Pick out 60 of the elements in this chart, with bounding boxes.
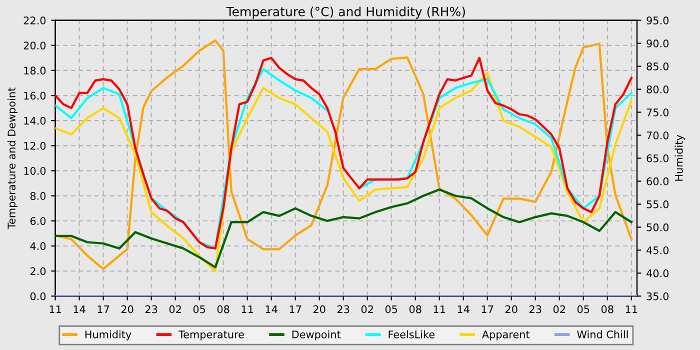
x-tick-label: 20 [121, 305, 134, 314]
x-tick-label: 05 [577, 305, 590, 314]
y2-tick-label: 55.0 [646, 200, 669, 208]
line-series [55, 188, 633, 268]
y2-tick-label: 35.0 [646, 292, 669, 300]
x-tick-label: 14 [458, 305, 470, 314]
y-tick-label: 22.0 [24, 16, 46, 24]
legend-label: Apparent [482, 330, 530, 340]
y-tick-label: 18.0 [24, 66, 46, 75]
y-tick-label: 16.0 [24, 92, 46, 100]
y2-tick-label: 80.0 [646, 85, 669, 94]
y-axis-title: Temperature and Dewpoint [7, 88, 18, 230]
legend-label: Humidity [85, 330, 132, 340]
chart-title: Temperature (°C) and Humidity (RH%) [226, 6, 465, 19]
x-tick-label: 02 [361, 305, 373, 314]
y2-tick-label: 70.0 [646, 131, 669, 140]
x-tick-label: 08 [601, 305, 614, 314]
x-tick-label: 11 [626, 305, 638, 314]
x-tick-label: 23 [145, 305, 158, 314]
y2-tick-label: 85.0 [646, 62, 669, 70]
y2-tick-label: 95.0 [646, 16, 669, 24]
y-tick-label: 12.0 [24, 142, 46, 150]
y-tick-label: 6.0 [30, 217, 46, 225]
x-tick-label: 02 [553, 305, 565, 314]
legend-label: Dewpoint [292, 330, 341, 340]
y2-tick-label: 75.0 [646, 108, 669, 116]
y-tick-label: 8.0 [30, 192, 46, 200]
x-tick-label: 20 [313, 305, 326, 314]
y2-tick-label: 40.0 [646, 269, 669, 278]
y2-tick-label: 90.0 [646, 40, 669, 48]
x-tick-label: 17 [98, 305, 110, 314]
x-tick-label: 23 [337, 305, 350, 314]
y-tick-label: 2.0 [30, 267, 46, 276]
x-tick-label: 08 [217, 305, 230, 314]
x-tick-label: 14 [266, 305, 278, 314]
y2-tick-label: 60.0 [646, 177, 669, 186]
y2-tick-label: 65.0 [646, 154, 669, 162]
x-tick-label: 11 [242, 305, 253, 314]
x-tick-label: 11 [50, 305, 61, 314]
x-tick-label: 02 [169, 305, 181, 314]
x-tick-label: 17 [290, 305, 302, 314]
legend-label: Wind Chill [577, 330, 628, 338]
x-tick-label: 05 [385, 305, 398, 314]
y-tick-label: 14.0 [24, 116, 46, 125]
x-tick-label: 17 [482, 305, 494, 314]
legend-label: FeelsLike [388, 330, 435, 338]
y2-axis-title: Humidity [674, 134, 685, 181]
x-tick-label: 20 [506, 305, 518, 314]
y-tick-label: 20.0 [24, 42, 46, 50]
y2-tick-label: 50.0 [646, 223, 669, 232]
legend-label: Temperature [178, 330, 244, 340]
x-tick-label: 08 [409, 305, 422, 314]
x-tick-label: 23 [530, 305, 542, 314]
y2-tick-label: 45.0 [646, 246, 669, 254]
x-tick-label: 05 [193, 305, 206, 314]
y-tick-label: 0.0 [30, 292, 46, 300]
x-tick-label: 14 [74, 305, 86, 314]
y-tick-label: 4.0 [30, 242, 46, 250]
y-tick-label: 10.0 [24, 166, 46, 175]
x-tick-label: 11 [434, 305, 446, 314]
